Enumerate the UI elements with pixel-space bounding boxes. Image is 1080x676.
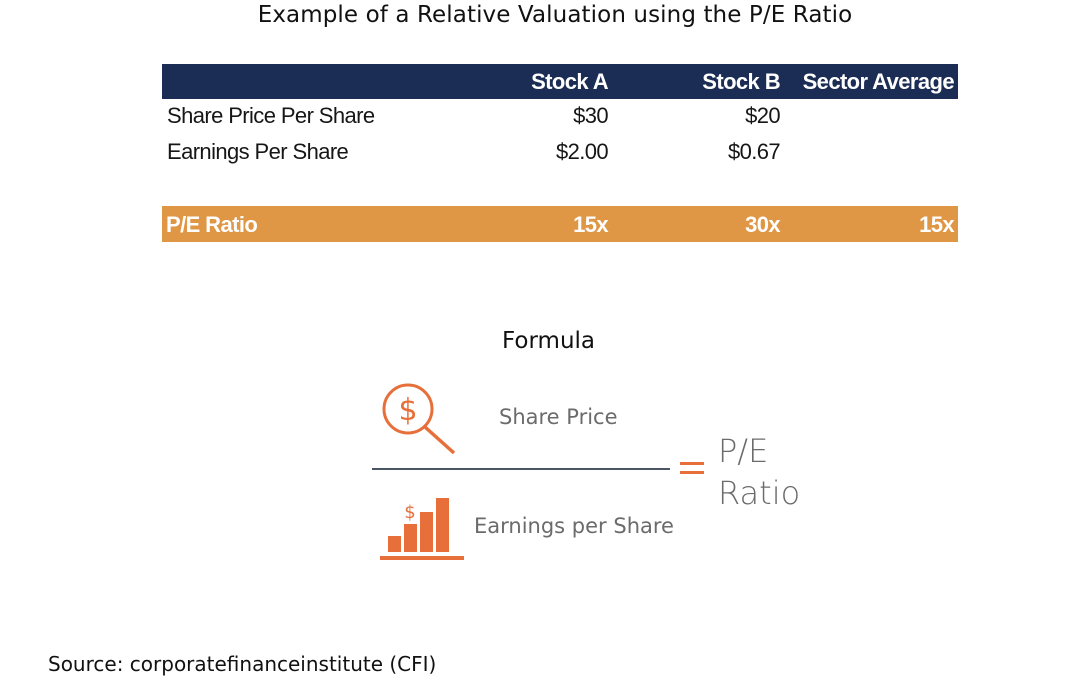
header-sector-average: Sector Average — [802, 69, 955, 94]
pe-ratio-row: P/E Ratio 15x 30x 15x — [162, 206, 958, 242]
row-label: Share Price Per Share — [167, 103, 375, 128]
dollar-magnifier-icon: $ — [382, 383, 456, 455]
page-title: Example of a Relative Valuation using th… — [257, 2, 853, 28]
bar-chart-dollar-icon: $ — [380, 498, 464, 560]
svg-text:$: $ — [398, 393, 417, 428]
denominator-label: Earnings per Share — [474, 514, 674, 538]
cell-stock-a: $30 — [573, 103, 609, 128]
row-label: Earnings Per Share — [167, 139, 349, 164]
table-row: Share Price Per Share $30 $20 — [162, 99, 958, 135]
result-line-2: Ratio — [718, 474, 801, 512]
svg-text:$: $ — [404, 502, 415, 523]
pe-stock-b: 30x — [745, 212, 781, 237]
pe-label: P/E Ratio — [166, 212, 258, 237]
table-header: Stock A Stock B Sector Average — [162, 64, 958, 99]
formula-result: P/E Ratio — [718, 430, 800, 514]
cell-stock-b: $0.67 — [727, 139, 781, 164]
result-line-1: P/E — [718, 432, 769, 470]
pe-sector: 15x — [919, 212, 955, 237]
valuation-table: Stock A Stock B Sector Average Share Pri… — [162, 64, 958, 171]
formula-title: Formula — [502, 328, 595, 354]
pe-stock-a: 15x — [573, 212, 609, 237]
cell-stock-a: $2.00 — [555, 139, 609, 164]
header-stock-a: Stock A — [531, 69, 609, 94]
table-row: Earnings Per Share $2.00 $0.67 — [162, 135, 958, 171]
cell-stock-b: $20 — [745, 103, 781, 128]
header-stock-b: Stock B — [702, 69, 780, 94]
numerator-label: Share Price — [499, 405, 618, 429]
source-caption: Source: corporatefinanceinstitute (CFI) — [48, 652, 437, 676]
fraction-line — [372, 468, 670, 470]
equals-sign — [680, 462, 704, 476]
